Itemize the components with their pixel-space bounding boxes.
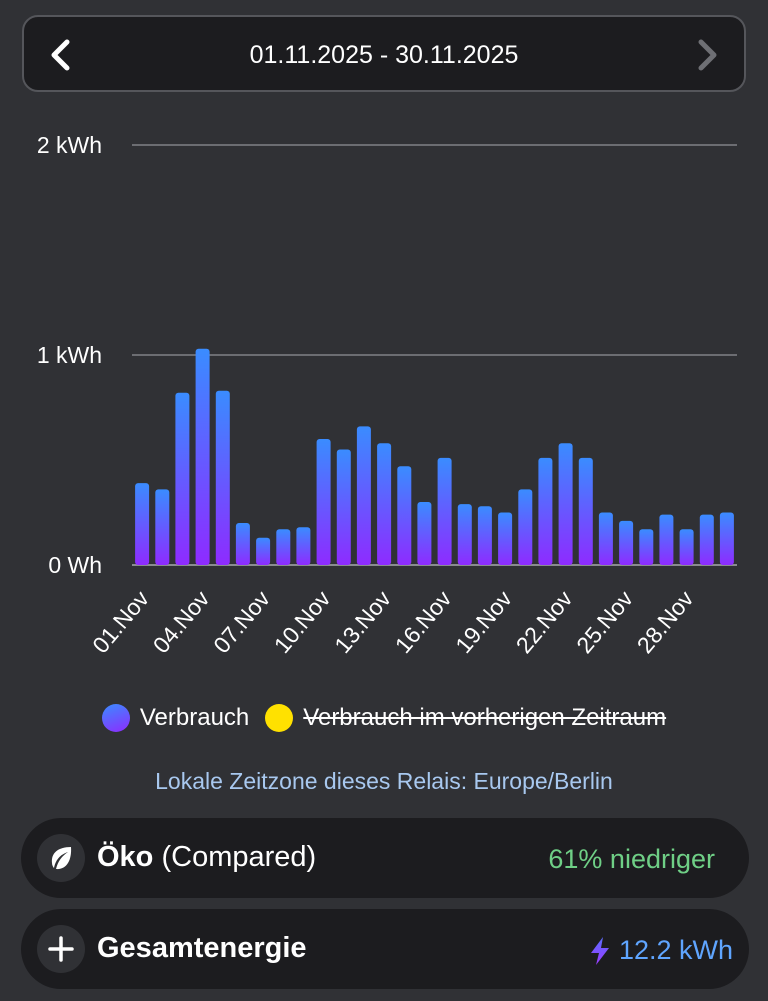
bar-10.Nov[interactable]: [316, 439, 331, 565]
bar-15.Nov[interactable]: [417, 502, 432, 565]
bar-21.Nov[interactable]: [538, 457, 553, 565]
chart-legend: Verbrauch Verbrauch im vorherigen Zeitra…: [0, 700, 768, 736]
bar-26.Nov[interactable]: [639, 529, 654, 565]
legend-item-previous[interactable]: Verbrauch im vorherigen Zeitraum: [265, 704, 666, 732]
total-energy-card[interactable]: Gesamtenergie 12.2 kWh: [21, 909, 749, 989]
eco-title-main: Öko: [97, 841, 154, 873]
x-tick-label-07.Nov: 07.Nov: [208, 585, 275, 658]
x-tick-label-28.Nov: 28.Nov: [632, 585, 699, 658]
bar-16.Nov[interactable]: [437, 457, 452, 565]
bar-18.Nov[interactable]: [477, 506, 492, 565]
eco-title: Öko (Compared): [97, 841, 316, 874]
bar-12.Nov[interactable]: [356, 426, 371, 565]
bar-27.Nov[interactable]: [659, 514, 674, 565]
next-period-button[interactable]: [680, 29, 732, 81]
lightning-icon: [590, 936, 609, 965]
bar-08.Nov[interactable]: [276, 529, 291, 565]
legend-item-consumption[interactable]: Verbrauch: [101, 704, 250, 732]
y-tick-label-1: 1 kWh: [37, 342, 102, 368]
consumption-dot-icon: [101, 704, 130, 732]
bar-29.Nov[interactable]: [699, 514, 714, 565]
bar-24.Nov[interactable]: [598, 512, 613, 566]
bar-23.Nov[interactable]: [578, 457, 593, 565]
previous-period-dot-icon: [265, 704, 294, 732]
bar-25.Nov[interactable]: [619, 520, 634, 565]
bar-13.Nov[interactable]: [377, 443, 392, 565]
total-energy-title: Gesamtenergie: [97, 932, 307, 965]
bar-06.Nov[interactable]: [235, 523, 250, 565]
x-tick-label-16.Nov: 16.Nov: [390, 585, 457, 658]
chevron-right-icon: [698, 39, 717, 71]
x-tick-label-22.Nov: 22.Nov: [511, 585, 578, 658]
x-tick-label-25.Nov: 25.Nov: [571, 585, 638, 658]
bar-09.Nov[interactable]: [296, 527, 311, 565]
date-range-label: 01.11.2025 - 30.11.2025: [249, 41, 519, 69]
total-energy-value-wrap: 12.2 kWh: [589, 935, 733, 966]
legend-label-consumption: Verbrauch: [139, 704, 250, 731]
legend-label-previous: Verbrauch im vorherigen Zeitraum: [303, 704, 667, 731]
bar-05.Nov[interactable]: [215, 390, 230, 565]
x-tick-label-04.Nov: 04.Nov: [148, 585, 215, 658]
bar-28.Nov[interactable]: [679, 529, 694, 565]
bar-19.Nov[interactable]: [498, 512, 513, 566]
x-axis-labels: 01.Nov04.Nov07.Nov10.Nov13.Nov16.Nov19.N…: [87, 585, 699, 658]
bar-11.Nov[interactable]: [336, 449, 351, 566]
y-tick-label-2: 2 kWh: [37, 132, 102, 158]
chevron-left-icon: [51, 39, 70, 71]
total-energy-value: 12.2 kWh: [618, 935, 733, 965]
bar-22.Nov[interactable]: [558, 443, 573, 565]
bar-03.Nov[interactable]: [175, 392, 190, 565]
chart-bars: [135, 348, 734, 566]
y-tick-label-0: 0 Wh: [48, 552, 102, 578]
bar-20.Nov[interactable]: [518, 489, 533, 565]
x-tick-label-01.Nov: 01.Nov: [87, 585, 154, 658]
eco-comparison-card[interactable]: Öko (Compared) 61% niedriger: [21, 818, 749, 898]
previous-period-button[interactable]: [36, 29, 88, 81]
bar-04.Nov[interactable]: [195, 348, 210, 565]
plus-icon: [37, 925, 85, 973]
bar-02.Nov[interactable]: [155, 489, 170, 565]
date-range-selector: 01.11.2025 - 30.11.2025: [22, 15, 746, 92]
leaf-icon: [37, 834, 85, 882]
timezone-note: Lokale Zeitzone dieses Relais: Europe/Be…: [155, 768, 613, 794]
bar-01.Nov[interactable]: [135, 483, 150, 565]
eco-value: 61% niedriger: [548, 844, 715, 874]
eco-title-sub: (Compared): [161, 841, 317, 873]
bar-30.Nov[interactable]: [719, 512, 734, 566]
x-tick-label-10.Nov: 10.Nov: [269, 585, 336, 658]
chart-gridlines: 0 Wh 1 kWh 2 kWh: [37, 132, 737, 578]
x-tick-label-19.Nov: 19.Nov: [450, 585, 517, 658]
bar-07.Nov[interactable]: [256, 537, 271, 565]
total-energy-title-main: Gesamtenergie: [97, 932, 307, 964]
x-tick-label-13.Nov: 13.Nov: [329, 585, 396, 658]
bar-14.Nov[interactable]: [397, 466, 412, 565]
bar-17.Nov[interactable]: [457, 504, 472, 565]
